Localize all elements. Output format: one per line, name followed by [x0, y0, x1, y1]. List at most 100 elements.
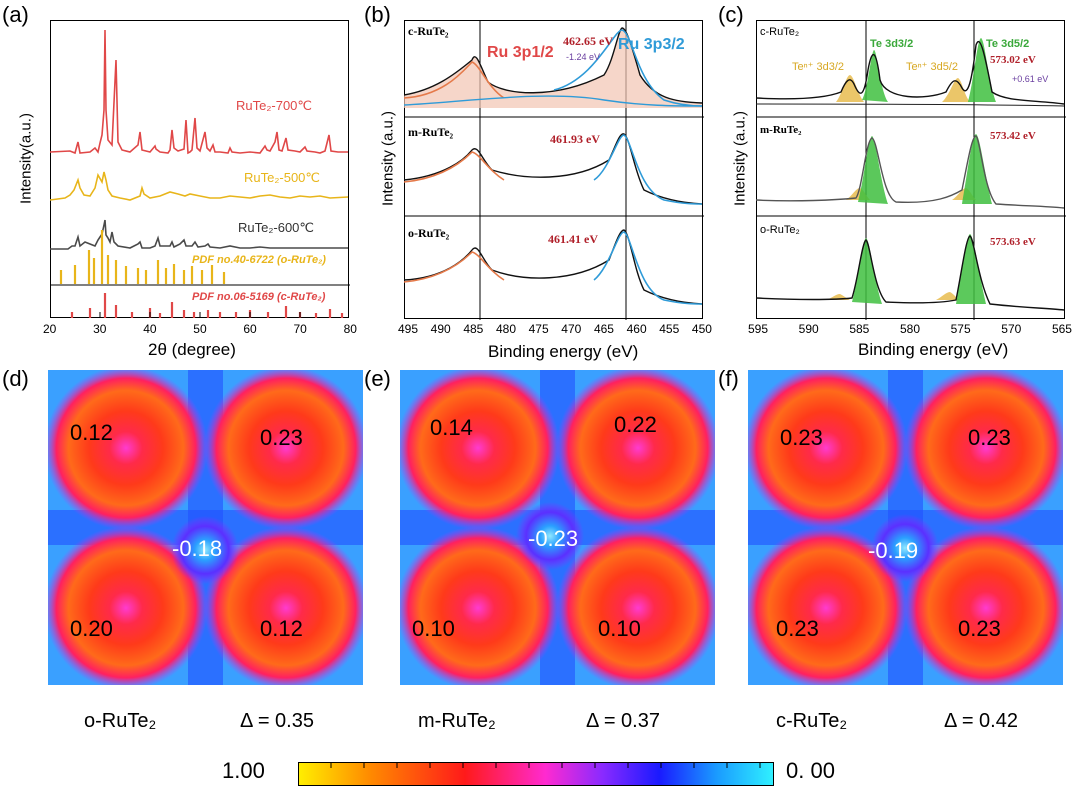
label-700: RuTe₂-700℃ — [236, 98, 313, 113]
map-c-value-tr: 0.23 — [968, 425, 1011, 450]
map-c-value-bl: 0.23 — [776, 616, 819, 641]
b-shift-1: -1.24 eV — [566, 52, 601, 62]
map-m-value-tl: 0.14 — [430, 415, 473, 440]
map-o-value-bl: 0.20 — [70, 616, 113, 641]
panel-a-xrd-chart — [50, 20, 350, 318]
panel-label-e: (e) — [364, 366, 391, 391]
map-o-delta: Δ = 0.35 — [240, 710, 314, 732]
panel-b-xps-chart — [404, 20, 704, 320]
tick: 585 — [849, 322, 870, 336]
c-peak-2: 573.42 eV — [990, 130, 1036, 142]
tick: 70 — [293, 322, 307, 336]
tick: 595 — [748, 322, 769, 336]
tick: 450 — [691, 322, 712, 336]
map-c — [748, 370, 1063, 685]
tick: 80 — [343, 322, 357, 336]
map-c-value-tl: 0.23 — [780, 425, 823, 450]
panel-label-a: (a) — [2, 2, 29, 27]
tick: 590 — [798, 322, 819, 336]
trace-500 — [50, 171, 349, 201]
label-600: RuTe₂-600℃ — [238, 220, 315, 235]
ru-3p-three-half: Ru 3p3/2 — [618, 36, 685, 53]
tick: 490 — [430, 322, 451, 336]
tick: 495 — [398, 322, 419, 336]
tick: 60 — [243, 322, 257, 336]
panel-a-xticks: 20 30 40 50 60 70 80 — [43, 322, 357, 336]
c-ten-3d52: Teⁿ⁺ 3d5/2 — [906, 61, 959, 73]
tick: 570 — [1001, 322, 1022, 336]
map-m-value-center: -0.23 — [528, 526, 579, 551]
colorbar-left-label: 1.00 — [222, 758, 265, 783]
panel-c-ylabel: Intensity (a.u.) — [731, 110, 749, 207]
tick: 575 — [950, 322, 971, 336]
tick: 565 — [1051, 322, 1072, 336]
c-te-3d32: Te 3d3/2 — [870, 38, 914, 50]
c-ten-peaks — [826, 75, 976, 300]
map-m-name: m-RuTe₂ — [418, 710, 496, 732]
panel-c-xps-chart — [756, 20, 1066, 320]
tick: 485 — [463, 322, 484, 336]
map-o-name: o-RuTe₂ — [84, 710, 157, 732]
label-500: RuTe₂-500℃ — [244, 170, 321, 185]
tick: 465 — [593, 322, 614, 336]
b-peak-3: 461.41 eV — [548, 232, 598, 246]
b-peak-2: 461.93 eV — [550, 132, 600, 146]
map-m-value-br: 0.10 — [598, 616, 641, 641]
tick: 470 — [561, 322, 582, 336]
tick: 480 — [495, 322, 516, 336]
b-sample-1: c-RuTe₂ — [408, 24, 449, 38]
map-m — [400, 370, 715, 685]
colorbar — [298, 762, 774, 786]
tick: 30 — [93, 322, 107, 336]
ru-3p-half: Ru 3p1/2 — [487, 44, 554, 61]
map-c-name: c-RuTe₂ — [776, 710, 848, 732]
tick: 20 — [43, 322, 57, 336]
c-te-peaks — [852, 38, 996, 304]
b-sample-3: o-RuTe₂ — [408, 226, 450, 240]
panel-label-d: (d) — [2, 366, 29, 391]
map-o-value-tl: 0.12 — [70, 420, 113, 445]
c-ten-3d32: Teⁿ⁺ 3d3/2 — [792, 61, 845, 73]
tick: 475 — [528, 322, 549, 336]
panel-c-xticks: 595 590 585 580 575 570 565 — [748, 322, 1072, 336]
panel-a-xlabel: 2θ (degree) — [148, 340, 236, 359]
trace-700 — [50, 29, 348, 155]
panel-label-c: (c) — [718, 2, 744, 27]
map-o-value-center: -0.18 — [172, 536, 223, 561]
c-shift-1: +0.61 eV — [1012, 74, 1049, 84]
map-o-value-tr: 0.23 — [260, 425, 303, 450]
tick: 455 — [659, 322, 680, 336]
tick: 460 — [626, 322, 647, 336]
trace-600 — [50, 219, 348, 250]
colorbar-right-label: 0. 00 — [786, 758, 835, 783]
b-peak-1: 462.65 eV — [563, 34, 613, 48]
map-m-delta: Δ = 0.37 — [586, 710, 660, 732]
map-m-value-bl: 0.10 — [412, 616, 455, 641]
panel-label-f: (f) — [718, 366, 739, 391]
b-sample-2: m-RuTe₂ — [408, 125, 454, 139]
c-peak-3: 573.63 eV — [990, 236, 1036, 248]
panel-label-b: (b) — [364, 2, 391, 27]
panel-c-xlabel: Binding energy (eV) — [858, 340, 1009, 359]
map-c-delta: Δ = 0.42 — [944, 710, 1018, 732]
c-sample-2: m-RuTe₂ — [760, 124, 802, 136]
panel-b-xlabel: Binding energy (eV) — [488, 342, 639, 361]
c-peak-1: 573.02 eV — [990, 54, 1036, 66]
c-sample-1: c-RuTe₂ — [760, 26, 800, 38]
pdf-o-sticks — [59, 230, 226, 284]
panel-b-ylabel: Intensity (a.u.) — [379, 110, 397, 207]
c-sample-3: o-RuTe₂ — [760, 224, 800, 236]
colorbar-ticks — [330, 762, 761, 768]
map-o-value-br: 0.12 — [260, 616, 303, 641]
map-m-value-tr: 0.22 — [614, 412, 657, 437]
label-pdf-o: PDF no.40-6722 (o-RuTe₂) — [192, 254, 326, 266]
map-c-value-br: 0.23 — [958, 616, 1001, 641]
panel-a-ylabel: Intensity(a.u.) — [17, 113, 35, 204]
tick: 40 — [143, 322, 157, 336]
c-te-3d52: Te 3d5/2 — [986, 38, 1030, 50]
tick: 50 — [193, 322, 207, 336]
panel-b-xticks: 495 490 485 480 475 470 465 460 455 450 — [398, 322, 712, 336]
label-pdf-c: PDF no.06-5169 (c-RuTe₂) — [192, 291, 326, 303]
map-o — [48, 370, 363, 685]
map-c-value-center: -0.19 — [868, 538, 919, 563]
